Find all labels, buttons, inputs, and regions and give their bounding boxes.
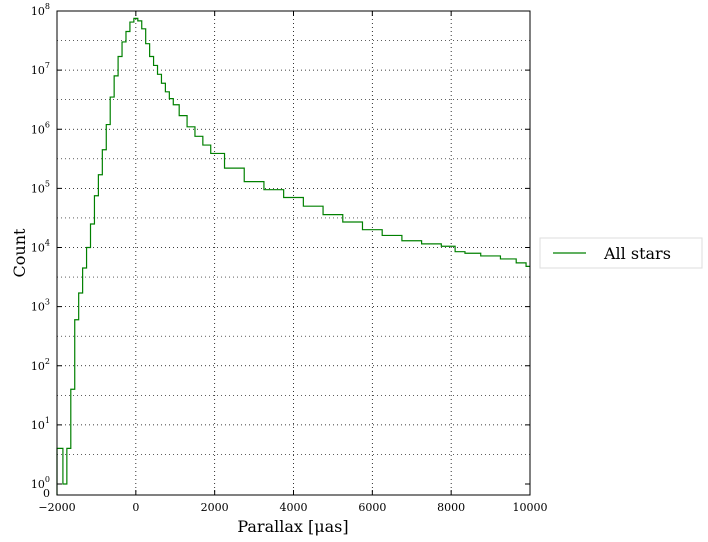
series-line-all-stars — [56, 17, 530, 495]
x-tick-label: 2000 — [201, 501, 229, 514]
axis-ticks: −2000 0 2000 4000 6000 8000 100001001011021031… — [31, 2, 548, 514]
y-tick-exponent: 5 — [45, 179, 50, 188]
y-tick-label: 105 — [31, 179, 50, 195]
y-tick-label: 106 — [31, 120, 50, 136]
y-tick-exponent: 7 — [45, 61, 50, 70]
x-tick-label: 6000 — [358, 501, 386, 514]
y-tick-label: 103 — [31, 298, 50, 314]
legend-label-all-stars: All stars — [603, 244, 671, 263]
y-tick-label: 108 — [31, 2, 50, 18]
x-axis-label: Parallax [μas] — [237, 517, 348, 536]
y-tick-label: 107 — [31, 61, 50, 77]
legend: All stars — [539, 237, 703, 269]
x-tick-label: 4000 — [280, 501, 308, 514]
y-tick-exponent: 0 — [45, 475, 50, 484]
y-tick-label: 101 — [31, 416, 50, 432]
y-tick-exponent: 6 — [45, 120, 50, 129]
y-tick-label: 104 — [31, 239, 50, 255]
y-tick-exponent: 8 — [45, 2, 50, 11]
y-tick-exponent: 4 — [45, 239, 50, 248]
grid-lines — [57, 11, 530, 495]
y-tick-exponent: 3 — [45, 298, 50, 307]
y-tick-exponent: 1 — [45, 416, 50, 425]
y-tick-label-zero: 0 — [43, 487, 50, 500]
x-tick-label: 8000 — [437, 501, 465, 514]
y-tick-label: 102 — [31, 357, 50, 373]
x-tick-label: 0 — [132, 501, 139, 514]
y-axis-label: Count — [10, 228, 29, 277]
y-tick-exponent: 2 — [45, 357, 50, 366]
x-tick-label: 10000 — [513, 501, 548, 514]
series-layer — [56, 17, 530, 495]
x-tick-label: −2000 — [38, 501, 75, 514]
